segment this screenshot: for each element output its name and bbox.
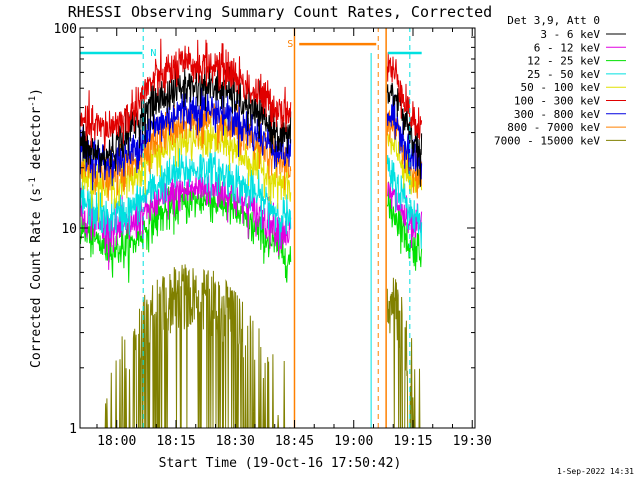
series-line-2-segment-1 xyxy=(386,181,423,271)
x-axis-label: Start Time (19-Oct-16 17:50:42) xyxy=(159,456,402,471)
x-tick-label-3: 18:45 xyxy=(275,434,314,449)
legend-header: Det 3,9, Att 0 xyxy=(507,14,600,27)
series-line-7-segment-0 xyxy=(79,96,292,201)
series-line-4-segment-0 xyxy=(79,112,292,223)
y-tick-label-2: 100 xyxy=(54,22,77,37)
x-tick-label-5: 19:15 xyxy=(393,434,432,449)
legend-label-3: 25 - 50 keV xyxy=(527,68,600,81)
x-tick-label-2: 18:30 xyxy=(216,434,255,449)
y-axis-label: Corrected Count Rate (s-1 detector-1) xyxy=(28,88,44,368)
legend-label-7: 800 - 7000 keV xyxy=(507,121,600,134)
y-axis-label-end: ) xyxy=(29,88,44,96)
annotation-label-0: N xyxy=(150,48,156,59)
series-line-6-segment-0 xyxy=(79,83,292,191)
series-line-0-segment-0 xyxy=(79,61,292,173)
x-tick-label-6: 19:30 xyxy=(453,434,492,449)
legend-label-4: 50 - 100 keV xyxy=(521,81,601,94)
legend-label-5: 100 - 300 keV xyxy=(514,95,600,108)
plot-area: NS xyxy=(79,27,476,429)
y-tick-label-0: 1 xyxy=(69,422,77,437)
legend-label-6: 300 - 800 keV xyxy=(514,108,600,121)
legend-label-2: 12 - 25 keV xyxy=(527,55,600,68)
y-axis-label-sup2: -1 xyxy=(28,96,38,107)
series-line-8-segment-1 xyxy=(386,277,422,429)
y-axis-label-sup1: -1 xyxy=(28,177,38,188)
series-line-3-segment-0 xyxy=(79,148,292,247)
legend-label-8: 7000 - 15000 keV xyxy=(494,134,600,147)
series-line-3-segment-1 xyxy=(386,154,423,249)
x-tick-label-4: 19:00 xyxy=(334,434,373,449)
y-axis-label-main: Corrected Count Rate (s xyxy=(29,188,44,368)
x-tick-label-1: 18:15 xyxy=(156,434,195,449)
annotation-label-1: S xyxy=(287,39,293,50)
legend-label-0: 3 - 6 keV xyxy=(540,28,600,41)
legend-label-1: 6 - 12 keV xyxy=(534,41,601,54)
timestamp: 1-Sep-2022 14:31 xyxy=(557,467,634,476)
y-axis-label-mid: detector xyxy=(29,107,44,178)
series-line-5-segment-1 xyxy=(386,52,423,140)
series-line-0-segment-1 xyxy=(386,82,423,187)
series-line-8-segment-0 xyxy=(80,264,291,429)
x-tick-label-0: 18:00 xyxy=(97,434,136,449)
y-tick-label-1: 10 xyxy=(61,222,77,237)
series-line-5-segment-0 xyxy=(79,38,292,151)
chart-title: RHESSI Observing Summary Count Rates, Co… xyxy=(68,3,492,21)
